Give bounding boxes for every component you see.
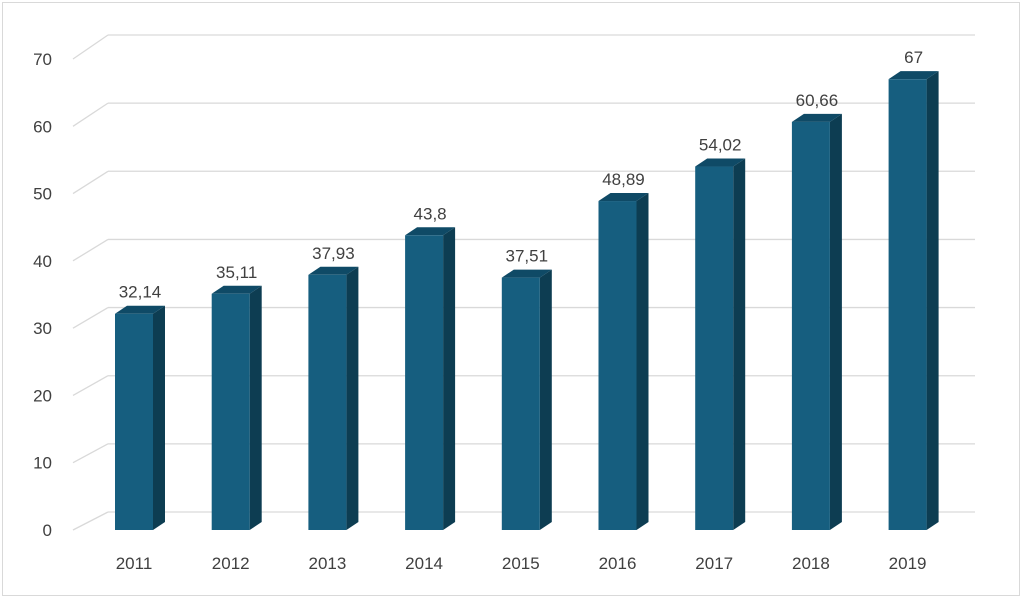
- y-tick-label: 50: [33, 185, 52, 204]
- data-label: 67: [904, 48, 923, 67]
- x-tick-label: 2012: [212, 554, 250, 573]
- y-tick-label: 40: [33, 252, 52, 271]
- bar-side: [346, 266, 359, 530]
- bar-side: [153, 305, 165, 530]
- data-label: 37,51: [506, 247, 549, 266]
- data-label: 48,89: [602, 170, 645, 189]
- bar-top: [791, 113, 842, 122]
- gridline-diagonal: [72, 511, 109, 531]
- bar-top: [115, 305, 165, 314]
- bar: [501, 277, 540, 530]
- bar: [791, 121, 830, 531]
- bar-side: [249, 285, 262, 530]
- bar-top: [888, 71, 939, 80]
- bar-top: [695, 158, 746, 167]
- x-tick-label: 2011: [116, 554, 153, 573]
- bar-top: [308, 266, 359, 275]
- bar-side: [636, 193, 649, 530]
- data-label: 37,93: [312, 244, 355, 263]
- bar: [211, 293, 250, 530]
- bar: [888, 79, 927, 530]
- bar-side: [539, 269, 552, 530]
- bar-top: [501, 269, 552, 278]
- data-label: 35,11: [216, 263, 257, 282]
- gridline-diagonal: [72, 375, 109, 396]
- bar: [695, 166, 734, 530]
- gridline-diagonal: [72, 170, 109, 195]
- y-tick-label: 60: [33, 117, 52, 136]
- x-tick-label: 2013: [308, 554, 346, 573]
- bar-top: [211, 285, 262, 294]
- y-tick-label: 10: [33, 454, 52, 473]
- bar: [115, 313, 153, 530]
- bar-side: [733, 158, 746, 530]
- x-tick-label: 2016: [599, 554, 637, 573]
- data-label: 43,8: [414, 204, 447, 223]
- gridline-diagonal: [72, 443, 109, 464]
- bar: [405, 235, 444, 530]
- x-tick-label: 2019: [889, 554, 927, 573]
- data-label: 54,02: [699, 136, 742, 155]
- y-tick-label: 30: [33, 319, 52, 338]
- y-tick-label: 70: [33, 50, 52, 69]
- gridline-diagonal: [72, 102, 109, 127]
- gridline-diagonal: [72, 307, 109, 329]
- bar-side: [926, 71, 939, 530]
- bar: [308, 274, 347, 530]
- gridline-diagonal: [72, 34, 109, 60]
- bar-top: [598, 193, 649, 202]
- y-tick-label: 0: [43, 521, 52, 540]
- x-tick-label: 2014: [405, 554, 443, 573]
- bar-top: [405, 227, 456, 236]
- bar: [598, 201, 637, 530]
- data-label: 60,66: [796, 91, 839, 110]
- x-tick-label: 2015: [502, 554, 540, 573]
- bar-side: [443, 227, 456, 530]
- x-tick-label: 2017: [695, 554, 733, 573]
- y-tick-label: 20: [33, 386, 52, 405]
- gridline-diagonal: [72, 238, 109, 262]
- data-label: 32,14: [119, 283, 162, 302]
- bar-side: [829, 113, 842, 531]
- x-tick-label: 2018: [792, 554, 830, 573]
